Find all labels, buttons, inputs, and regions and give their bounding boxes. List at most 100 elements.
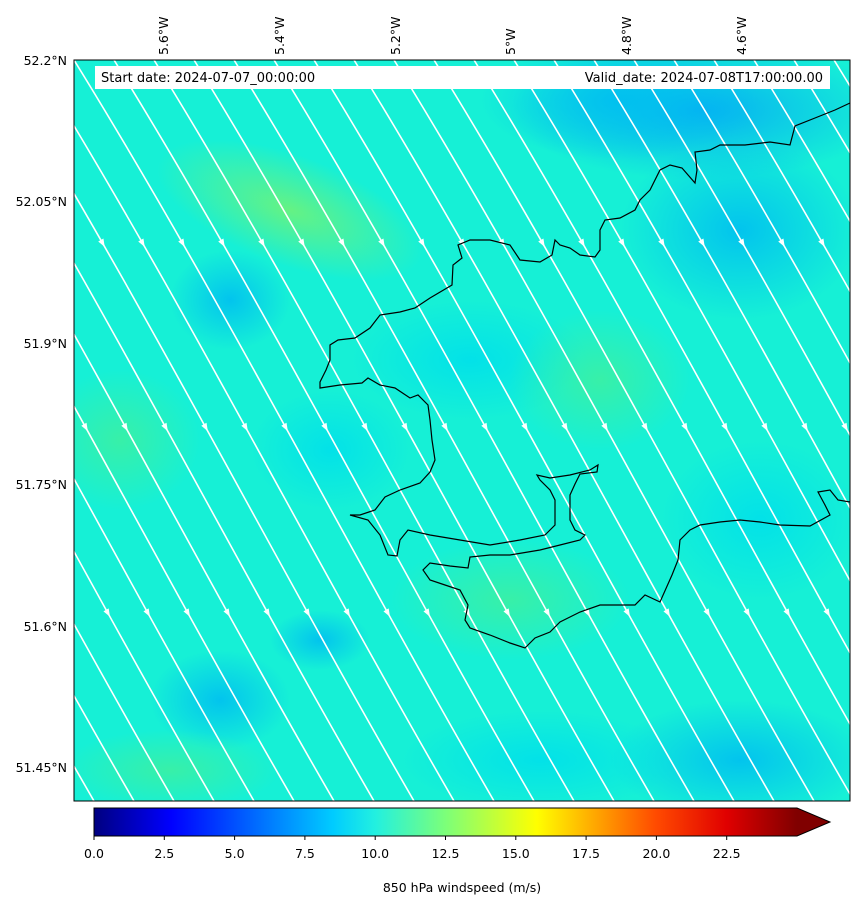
colorbar-extend-arrow [797,808,830,836]
streamline-arrow [601,422,608,432]
streamline-arrow [138,238,145,247]
streamline-arrow [223,608,230,617]
streamline-arrow [121,422,128,432]
streamline-arrow [258,238,265,247]
streamline-arrow [98,238,105,247]
lon-label: 5.4°W [272,17,287,56]
colorbar-tick-label: 10.0 [361,846,389,861]
colorbar-tick-label: 2.5 [154,846,174,861]
streamline-arrow [401,422,408,432]
streamline-arrow [618,238,625,247]
coastline [319,102,850,649]
streamline-arrow [303,608,310,617]
colorbar-label: 850 hPa windspeed (m/s) [383,880,541,895]
colorbar-tick-label: 5.0 [225,846,245,861]
streamline-arrow [721,422,728,432]
lat-label: 51.45°N [16,760,67,775]
streamline-arrow [263,608,270,617]
colorbar-tick-label: 17.5 [572,846,600,861]
streamline-arrow [761,422,768,432]
streamline [673,60,850,365]
latitude-labels: 52.2°N 52.05°N 51.9°N 51.75°N 51.6°N 51.… [16,53,67,775]
colorbar-tick-label: 20.0 [642,846,670,861]
streamline-arrow [641,422,648,432]
streamline-arrow [543,608,550,617]
streamline [74,477,255,801]
streamline-arrow [818,238,825,247]
streamline-arrow [841,422,848,432]
lon-label: 4.6°W [734,17,749,56]
map-frame [73,59,851,802]
colorbar-tick-label: 22.5 [713,846,741,861]
streamline-arrow [161,422,168,432]
colorbar-tick-label: 7.5 [295,846,315,861]
lat-label: 52.2°N [24,53,67,68]
streamline-arrow [338,238,345,247]
streamline-arrow [743,608,750,617]
colorbar-tick-label: 12.5 [432,846,460,861]
lon-label: 4.8°W [619,17,634,56]
colorbar-ticks: 0.0 2.5 5.0 7.5 10.0 12.5 15.0 17.5 20.0 22.5 [84,836,741,861]
streamline [753,60,850,223]
streamline-arrow [561,422,568,432]
streamline-arrow [281,422,288,432]
streamline-arrow [481,422,488,432]
streamline-arrow [658,238,665,247]
streamline-arrow [703,608,710,617]
start-date-text: Start date: 2024-07-07_00:00:00 [101,71,315,86]
streamline-arrow [178,238,185,247]
streamline-arrow [321,422,328,432]
colorbar-tick-label: 0.0 [84,846,104,861]
lat-label: 51.9°N [24,336,67,351]
colorbar: 0.0 2.5 5.0 7.5 10.0 12.5 15.0 17.5 20.0 22.5 850… [84,807,832,895]
streamline-arrow [103,608,110,617]
wind-streamlines [0,60,850,801]
streamline-arrow [361,422,368,432]
streamline-arrow [343,608,350,617]
streamline-arrow [241,422,248,432]
streamline-arrow [521,422,528,432]
streamline [0,60,54,801]
lon-label: 5.2°W [388,17,403,56]
map-panel: Start date: 2024-07-07_00:00:00 Valid_da… [0,60,850,801]
lat-label: 52.05°N [16,194,67,209]
streamline-arrow [538,238,545,247]
streamline-arrow [201,422,208,432]
streamline-arrow [503,608,510,617]
streamline-arrow [801,422,808,432]
streamline-arrow [458,238,465,247]
streamline-arrow [698,238,705,247]
colorbar-tick-label: 15.0 [502,846,530,861]
longitude-labels: 5.6°W 5.4°W 5.2°W 5°W 4.8°W 4.6°W [156,17,749,56]
streamline-arrow [738,238,745,247]
streamline [74,549,215,801]
streamline-arrow [663,608,670,617]
streamline-arrow [143,608,150,617]
streamline-arrow [423,608,430,617]
valid-date-text: Valid_date: 2024-07-08T17:00:00.00 [585,71,823,86]
streamline-arrow [378,238,385,247]
streamline-arrow [783,608,790,617]
streamline-arrow [578,238,585,247]
streamline-arrow [218,238,225,247]
streamline-arrow [778,238,785,247]
header-box: Start date: 2024-07-07_00:00:00 Valid_da… [95,66,830,89]
lon-label: 5.6°W [156,17,171,56]
streamline-arrow [823,608,830,617]
streamline-arrow [81,422,88,432]
streamline-arrow [681,422,688,432]
streamline-arrow [441,422,448,432]
streamline [0,60,14,801]
lon-label: 5°W [503,28,518,55]
colorbar-gradient [94,808,797,836]
streamline [74,622,175,801]
streamline-arrow [418,238,425,247]
streamline-arrow [183,608,190,617]
lat-label: 51.75°N [16,477,67,492]
lat-label: 51.6°N [24,619,67,634]
streamline-arrow [383,608,390,617]
streamline [713,60,850,294]
streamline-arrow [298,238,305,247]
streamline-arrow [623,608,630,617]
